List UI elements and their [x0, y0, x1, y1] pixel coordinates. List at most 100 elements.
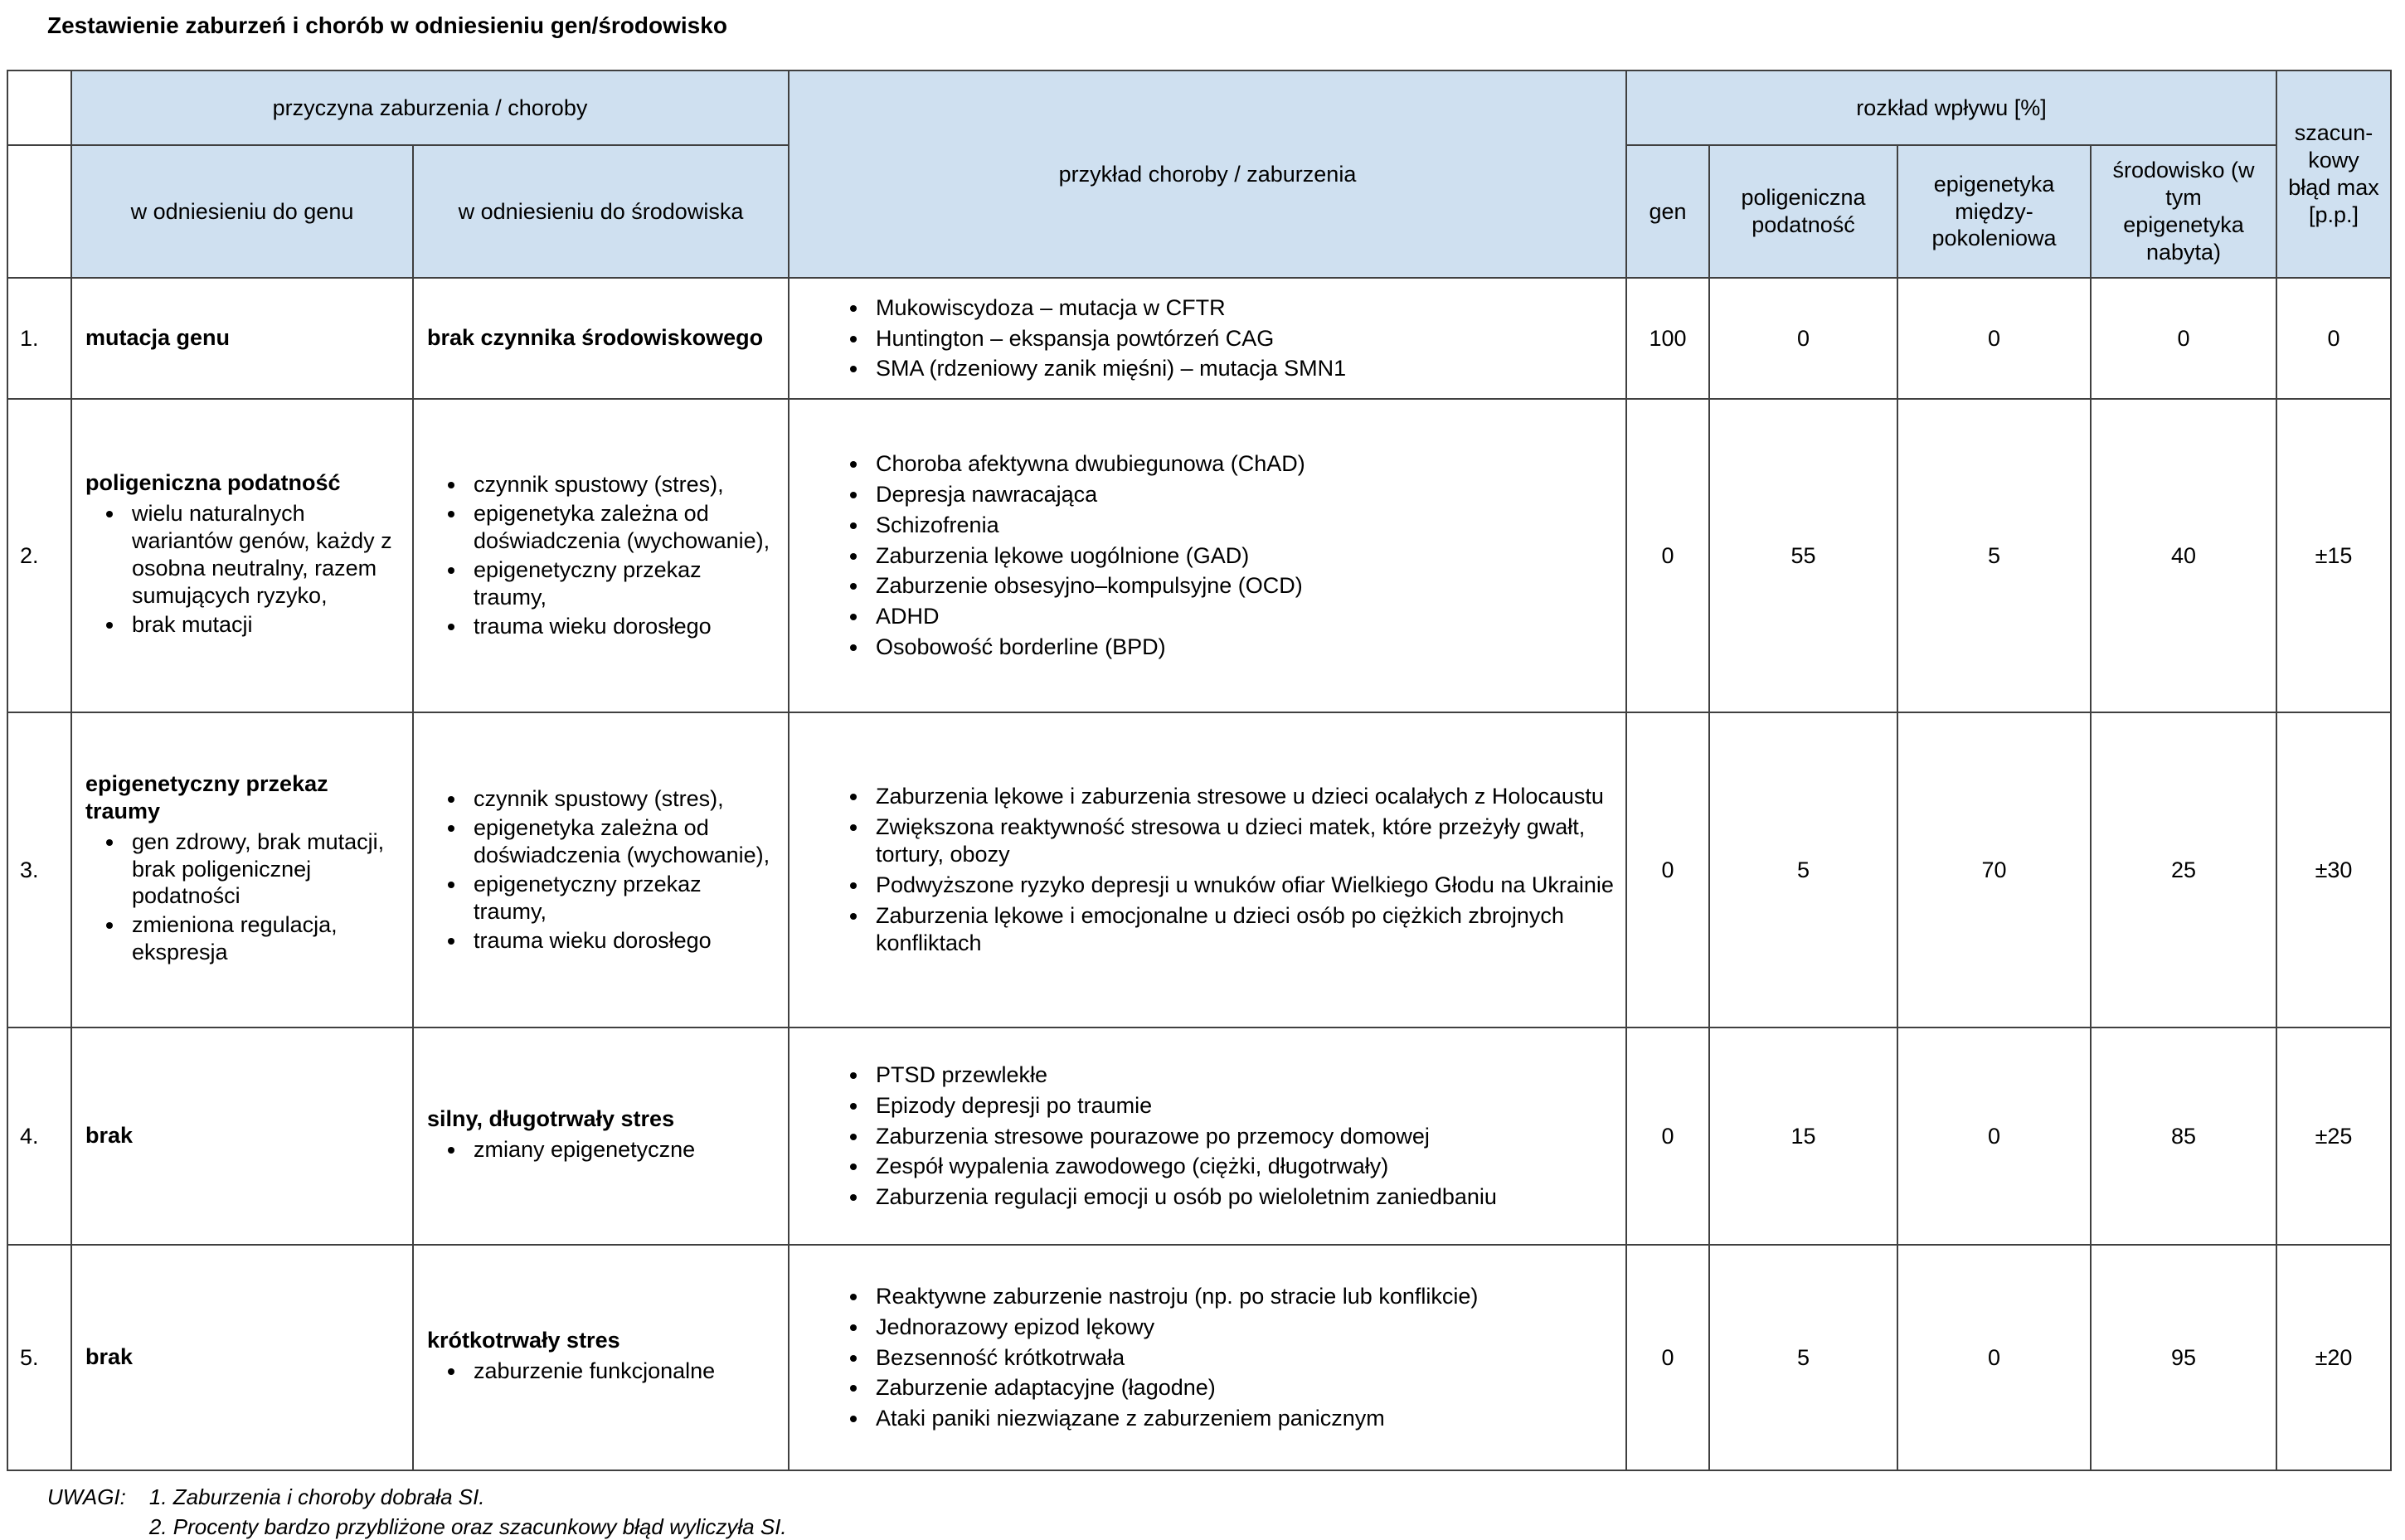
row-number: 4. — [7, 1027, 72, 1246]
header-influence-epigenetyka: epigenetyka między-pokoleniowa — [1897, 144, 2092, 279]
environment-title: silny, długotrwały stres — [427, 1106, 675, 1132]
gene-environment-table: przyczyna zaburzenia / choroby przykład … — [7, 70, 2393, 1471]
bullet-item: ADHD — [869, 603, 1614, 630]
bullet-item: Choroba afektywna dwubiegunowa (ChAD) — [869, 450, 1614, 478]
examples-cell: Zaburzenia lękowe i zaburzenia stresowe … — [788, 712, 1627, 1028]
value-epigenetyka: 70 — [1897, 712, 2092, 1028]
value-blad-max: ±15 — [2276, 398, 2393, 713]
bullet-item: gen zdrowy, brak mutacji, brak poligenic… — [125, 828, 401, 911]
header-influence-srodowisko: środowisko (w tym epigenetyka nabyta) — [2089, 144, 2278, 279]
header-gene: w odniesieniu do genu — [70, 144, 414, 279]
value-poligeniczna: 5 — [1708, 712, 1898, 1028]
header-row-columns: w odniesieniu do genu w odniesieniu do ś… — [7, 144, 2391, 279]
bullet-item: epigenetyczny przekaz traumy, — [467, 556, 776, 611]
bullet-item: Zwiększona reaktywność stresowa u dzieci… — [869, 814, 1614, 868]
gene-title: poligeniczna podatność — [85, 470, 341, 496]
bullet-item: Podwyższone ryzyko depresji u wnuków ofi… — [869, 872, 1614, 899]
bullet-item: czynnik spustowy (stres), — [467, 471, 776, 498]
environment-bullets: zmiany epigenetyczne — [427, 1136, 776, 1164]
value-srodowisko: 85 — [2089, 1027, 2278, 1246]
value-gen: 0 — [1625, 712, 1710, 1028]
examples-list: Choroba afektywna dwubiegunowa (ChAD) Dep… — [790, 450, 1614, 662]
gene-title: mutacja genu — [85, 324, 231, 350]
row-number: 1. — [7, 277, 72, 400]
bullet-item: Zaburzenie adaptacyjne (łagodne) — [869, 1374, 1614, 1402]
examples-cell: PTSD przewlekłe Epizody depresji po traum… — [788, 1027, 1627, 1246]
value-srodowisko: 40 — [2089, 398, 2278, 713]
environment-cell: silny, długotrwały stres zmiany epigenet… — [412, 1027, 790, 1246]
bullet-item: epigenetyczny przekaz traumy, — [467, 871, 776, 925]
value-srodowisko: 25 — [2089, 712, 2278, 1028]
bullet-item: zmiany epigenetyczne — [467, 1136, 776, 1164]
examples-cell: Reaktywne zaburzenie nastroju (np. po st… — [788, 1244, 1627, 1471]
bullet-item: Zaburzenia stresowe pourazowe po przemoc… — [869, 1123, 1614, 1150]
value-gen: 0 — [1625, 1027, 1710, 1246]
value-epigenetyka: 0 — [1897, 1027, 2092, 1246]
examples-list: Zaburzenia lękowe i zaburzenia stresowe … — [790, 783, 1614, 957]
examples-list: Mukowiscydoza – mutacja w CFTR Huntington… — [790, 294, 1614, 383]
note-item-1: 1. Zaburzenia i choroby dobrała SI. — [148, 1484, 485, 1509]
table-row-3: 3. epigenetyczny przekaz traumy gen zdro… — [7, 712, 2393, 1028]
gene-cell: epigenetyczny przekaz traumy gen zdrowy,… — [70, 712, 414, 1028]
value-srodowisko: 95 — [2089, 1244, 2278, 1471]
header-influence-gen: gen — [1625, 144, 1710, 279]
value-gen: 0 — [1625, 398, 1710, 713]
bullet-item: zmieniona regulacja, ekspresja — [125, 911, 401, 966]
row-number: 3. — [7, 712, 72, 1028]
examples-list: Reaktywne zaburzenie nastroju (np. po st… — [790, 1283, 1614, 1433]
table-row-1: 1. mutacja genu brak czynnika środowisko… — [7, 277, 2393, 400]
bullet-item: PTSD przewlekłe — [869, 1061, 1614, 1089]
page-title: Zestawienie zaburzeń i chorób w odniesie… — [47, 12, 727, 38]
bullet-item: Zaburzenia regulacji emocji u osób po wi… — [869, 1183, 1614, 1211]
bullet-item: wielu naturalnych wariantów genów, każdy… — [125, 500, 401, 610]
value-epigenetyka: 0 — [1897, 277, 2092, 400]
value-poligeniczna: 5 — [1708, 1244, 1898, 1471]
examples-cell: Mukowiscydoza – mutacja w CFTR Huntington… — [788, 277, 1627, 400]
environment-bullets: zaburzenie funkcjonalne — [427, 1358, 776, 1385]
gene-title: brak — [85, 1122, 134, 1148]
value-poligeniczna: 0 — [1708, 277, 1898, 400]
bullet-item: Epizody depresji po traumie — [869, 1092, 1614, 1120]
environment-title: krótkotrwały stres — [427, 1328, 620, 1353]
gene-bullets: wielu naturalnych wariantów genów, każdy… — [85, 500, 401, 639]
value-srodowisko: 0 — [2089, 277, 2278, 400]
bullet-item: Bezsenność krótkotrwała — [869, 1344, 1614, 1372]
bullet-item: zaburzenie funkcjonalne — [467, 1358, 776, 1385]
notes-label: UWAGI: — [47, 1484, 126, 1509]
bullet-item: Jednorazowy epizod lękowy — [869, 1314, 1614, 1341]
header-influence-poligeniczna: poligeniczna podatność — [1708, 144, 1898, 279]
bullet-item: Ataki paniki niezwiązane z zaburzeniem p… — [869, 1405, 1614, 1432]
header-error: szacun-kowy błąd max [p.p.] — [2276, 70, 2393, 279]
gene-cell: poligeniczna podatność wielu naturalnych… — [70, 398, 414, 713]
bullet-item: trauma wieku dorosłego — [467, 613, 776, 640]
bullet-item: Depresja nawracająca — [869, 481, 1614, 508]
value-blad-max: ±25 — [2276, 1027, 2393, 1246]
table-row-4: 4. brak silny, długotrwały stres zmiany … — [7, 1027, 2393, 1246]
gene-cell: brak — [70, 1244, 414, 1471]
environment-cell: czynnik spustowy (stres),epigenetyka zal… — [412, 398, 790, 713]
examples-list: PTSD przewlekłe Epizody depresji po traum… — [790, 1061, 1614, 1212]
gene-title: epigenetyczny przekaz traumy — [85, 770, 328, 823]
table-body: 1. mutacja genu brak czynnika środowisko… — [7, 277, 2393, 1471]
value-blad-max: ±30 — [2276, 712, 2393, 1028]
bullet-item: epigenetyka zależna od doświadczenia (wy… — [467, 500, 776, 555]
header-influence-group: rozkład wpływu [%] — [1625, 70, 2278, 146]
bullet-item: Zespół wypalenia zawodowego (ciężki, dłu… — [869, 1153, 1614, 1180]
table-row-5: 5. brak krótkotrwały stres zaburzenie fu… — [7, 1244, 2393, 1471]
table-row-2: 2. poligeniczna podatność wielu naturaln… — [7, 398, 2393, 713]
value-poligeniczna: 15 — [1708, 1027, 1898, 1246]
value-poligeniczna: 55 — [1708, 398, 1898, 713]
bullet-item: Osobowość borderline (BPD) — [869, 634, 1614, 661]
bullet-item: Mukowiscydoza – mutacja w CFTR — [869, 294, 1614, 322]
value-gen: 100 — [1625, 277, 1710, 400]
environment-bullets: czynnik spustowy (stres),epigenetyka zal… — [427, 471, 776, 640]
bullet-item: Zaburzenia lękowe i emocjonalne u dzieci… — [869, 902, 1614, 957]
header-environment: w odniesieniu do środowiska — [412, 144, 790, 279]
value-gen: 0 — [1625, 1244, 1710, 1471]
gene-bullets: gen zdrowy, brak mutacji, brak poligenic… — [85, 828, 401, 967]
value-epigenetyka: 5 — [1897, 398, 2092, 713]
table-header: przyczyna zaburzenia / choroby przykład … — [7, 70, 2393, 279]
corner-cell-bottom — [7, 144, 72, 279]
header-row-groups: przyczyna zaburzenia / choroby przykład … — [7, 70, 2393, 279]
